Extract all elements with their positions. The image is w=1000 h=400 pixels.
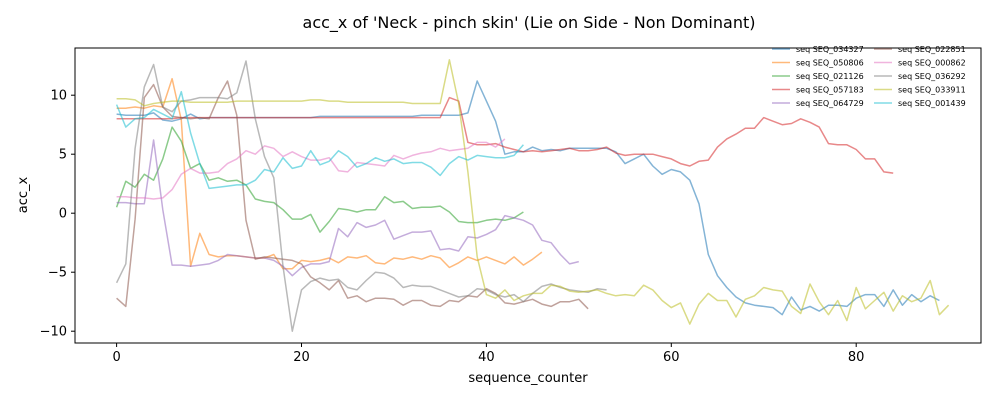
legend-label: seq SEQ_064729 (796, 99, 864, 108)
legend-label: seq SEQ_001439 (898, 99, 966, 108)
series-line-8 (115, 60, 607, 332)
chart-title: acc_x of 'Neck - pinch skin' (Lie on Sid… (303, 13, 756, 33)
x-tick-label: 40 (478, 350, 495, 365)
plot-area (74, 47, 982, 344)
legend-label: seq SEQ_057183 (796, 86, 864, 95)
legend-label: seq SEQ_036292 (898, 72, 966, 81)
x-tick-label: 60 (663, 350, 680, 365)
y-tick-label: −10 (40, 325, 67, 340)
series-line-6 (116, 80, 589, 310)
x-tick-label: 80 (848, 350, 865, 365)
series-line-7 (116, 138, 506, 200)
y-axis: −10 −5 0 5 10 (40, 89, 75, 340)
x-tick-label: 20 (293, 350, 310, 365)
x-axis: 0 20 40 60 80 (112, 343, 864, 365)
x-axis-label: sequence_counter (468, 371, 588, 386)
y-tick-label: 5 (59, 148, 67, 163)
y-tick-label: −5 (48, 266, 67, 281)
series-layer (115, 59, 950, 332)
legend-label: seq SEQ_021126 (796, 72, 864, 81)
series-line-4 (116, 96, 894, 174)
series-line-1 (116, 80, 940, 316)
series-line-10 (115, 90, 524, 190)
legend-label: seq SEQ_022851 (898, 45, 966, 54)
series-line-2 (116, 77, 543, 270)
series-line-5 (116, 139, 579, 277)
series-line-3 (115, 126, 524, 233)
legend-label: seq SEQ_000862 (898, 59, 966, 68)
y-tick-label: 0 (59, 207, 67, 222)
series-line-9 (116, 59, 950, 325)
legend-label: seq SEQ_034327 (796, 45, 864, 54)
x-tick-label: 0 (112, 350, 120, 365)
legend-label: seq SEQ_033911 (898, 86, 966, 95)
legend-label: seq SEQ_050806 (796, 59, 864, 68)
y-axis-label: acc_x (16, 176, 31, 213)
y-tick-label: 10 (50, 89, 67, 104)
